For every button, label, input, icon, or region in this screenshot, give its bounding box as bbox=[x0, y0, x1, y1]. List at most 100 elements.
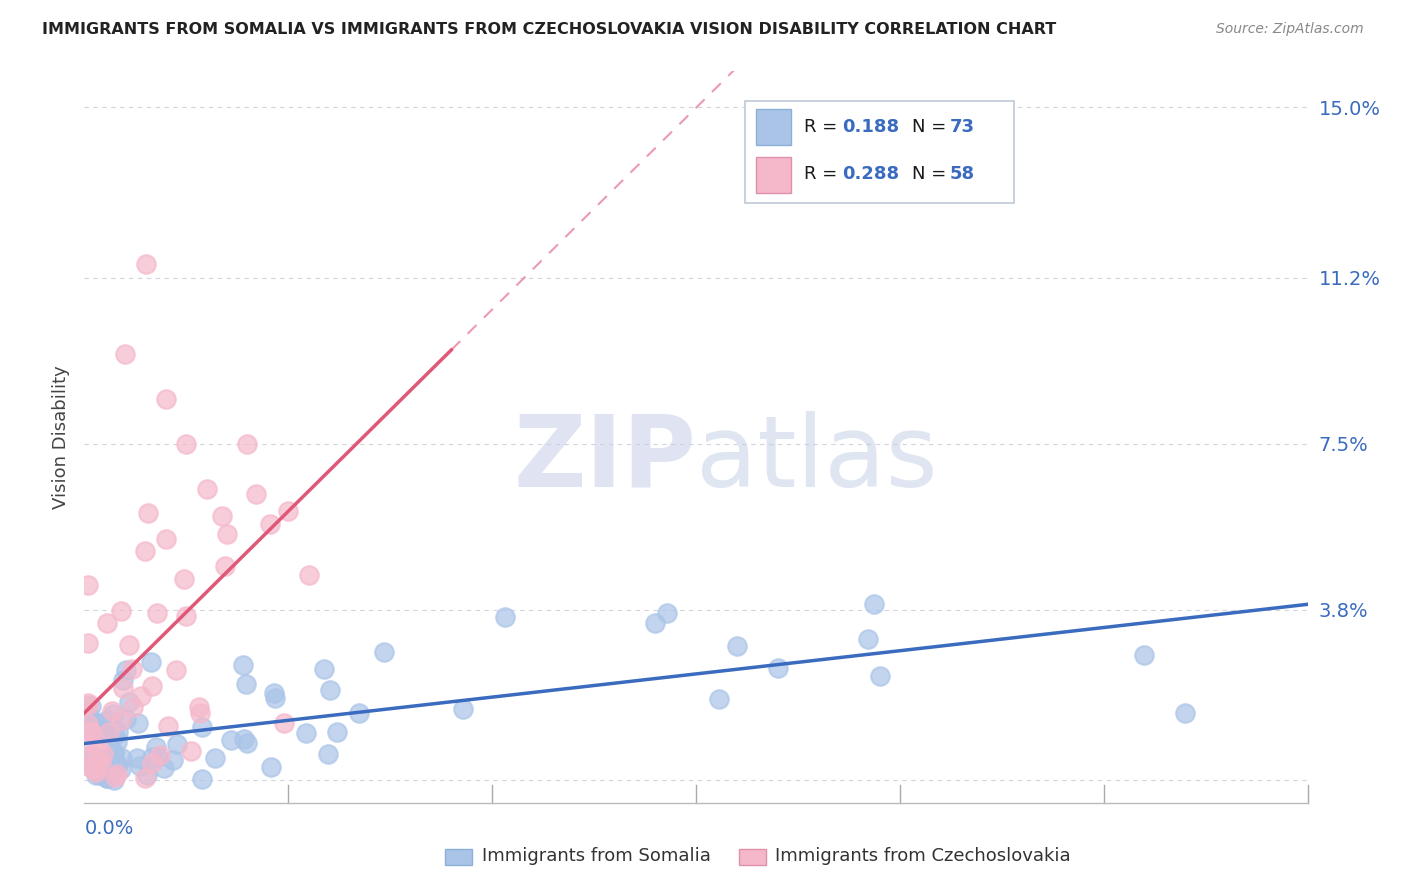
Point bbox=[90, 755, 112, 769]
Point bbox=[312, 661, 335, 675]
Point bbox=[77, 706, 100, 720]
Point bbox=[96, 772, 118, 786]
Point bbox=[141, 750, 163, 764]
Point bbox=[104, 770, 127, 784]
Point bbox=[235, 677, 257, 691]
Point bbox=[766, 661, 789, 675]
Point bbox=[87, 741, 110, 756]
Point bbox=[91, 726, 114, 740]
Point bbox=[86, 762, 108, 776]
Point bbox=[114, 663, 136, 677]
Point bbox=[204, 751, 226, 765]
Point bbox=[115, 712, 138, 726]
Point bbox=[134, 544, 156, 558]
Point bbox=[127, 716, 149, 731]
Point bbox=[77, 759, 100, 773]
Point bbox=[118, 695, 141, 709]
Point bbox=[80, 724, 103, 739]
Point bbox=[104, 728, 127, 742]
Point bbox=[84, 716, 107, 731]
Point bbox=[103, 747, 125, 761]
Point bbox=[107, 724, 129, 739]
Point bbox=[145, 740, 167, 755]
Point bbox=[77, 749, 100, 764]
Point bbox=[122, 699, 145, 714]
Point bbox=[325, 725, 347, 739]
Point bbox=[141, 655, 163, 669]
Point bbox=[77, 754, 100, 768]
Point bbox=[858, 632, 880, 646]
Point bbox=[211, 508, 233, 523]
Point bbox=[79, 723, 101, 738]
Point bbox=[114, 347, 136, 361]
Point bbox=[373, 645, 395, 659]
Point bbox=[316, 747, 339, 761]
Point bbox=[1174, 706, 1197, 720]
Bar bbox=[738, 849, 766, 865]
Point bbox=[77, 696, 100, 710]
Point bbox=[107, 758, 129, 772]
Point bbox=[725, 639, 748, 653]
Point bbox=[145, 606, 167, 620]
Point bbox=[111, 681, 134, 696]
Point bbox=[180, 743, 202, 757]
Point bbox=[100, 704, 122, 718]
Point bbox=[103, 745, 125, 759]
Point bbox=[191, 720, 214, 734]
Point bbox=[236, 437, 259, 451]
Point bbox=[112, 673, 135, 687]
Point bbox=[89, 768, 111, 782]
Point bbox=[153, 760, 176, 774]
Point bbox=[118, 638, 141, 652]
Point bbox=[129, 759, 152, 773]
Point bbox=[86, 754, 108, 768]
Point bbox=[259, 516, 281, 531]
Bar bbox=[446, 849, 472, 865]
Point bbox=[101, 707, 124, 722]
Point bbox=[263, 691, 285, 706]
Point bbox=[165, 663, 187, 677]
Point bbox=[319, 682, 342, 697]
Point bbox=[277, 504, 299, 518]
Point bbox=[155, 533, 177, 547]
Point bbox=[80, 748, 103, 763]
Text: IMMIGRANTS FROM SOMALIA VS IMMIGRANTS FROM CZECHOSLOVAKIA VISION DISABILITY CORR: IMMIGRANTS FROM SOMALIA VS IMMIGRANTS FR… bbox=[42, 22, 1056, 37]
Point bbox=[136, 506, 159, 520]
Point bbox=[77, 635, 100, 649]
Point bbox=[111, 751, 134, 765]
Point bbox=[105, 735, 128, 749]
Point bbox=[174, 437, 197, 451]
Point bbox=[141, 756, 163, 770]
Point bbox=[155, 392, 177, 406]
Point bbox=[77, 698, 100, 713]
Point bbox=[89, 722, 111, 736]
Point bbox=[173, 572, 195, 586]
Point bbox=[236, 736, 259, 750]
Point bbox=[162, 753, 184, 767]
Point bbox=[295, 726, 318, 740]
Point bbox=[149, 747, 172, 762]
Point bbox=[657, 606, 679, 620]
Point bbox=[97, 767, 120, 781]
Point bbox=[80, 698, 103, 713]
Point bbox=[77, 578, 100, 592]
Point bbox=[298, 568, 321, 582]
Point bbox=[190, 772, 212, 786]
Text: ZIP: ZIP bbox=[513, 410, 696, 508]
Text: Source: ZipAtlas.com: Source: ZipAtlas.com bbox=[1216, 22, 1364, 37]
Point bbox=[217, 526, 239, 541]
Point bbox=[245, 487, 267, 501]
Point bbox=[263, 686, 285, 700]
Point bbox=[84, 764, 107, 779]
Point bbox=[96, 771, 118, 785]
Point bbox=[451, 702, 474, 716]
Point bbox=[129, 690, 152, 704]
Point bbox=[707, 691, 730, 706]
Text: 0.0%: 0.0% bbox=[84, 819, 134, 838]
Point bbox=[273, 715, 295, 730]
Point bbox=[869, 669, 891, 683]
Point bbox=[96, 615, 118, 630]
Text: Immigrants from Somalia: Immigrants from Somalia bbox=[482, 847, 711, 865]
Point bbox=[141, 679, 163, 693]
Point bbox=[260, 760, 283, 774]
